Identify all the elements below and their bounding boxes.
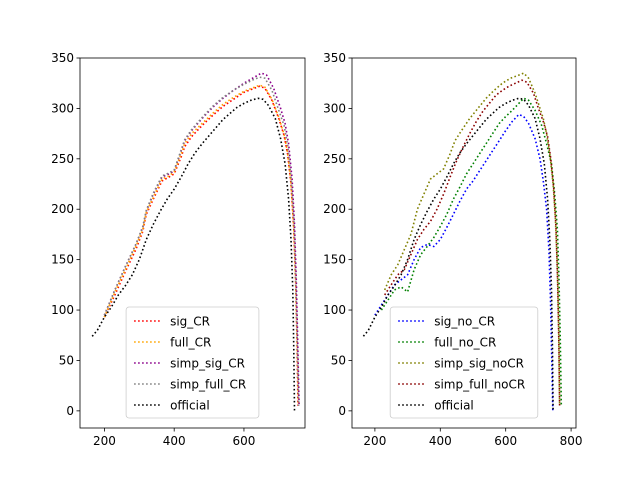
x-tick-label: 200 (93, 434, 116, 448)
legend-label-official: official (170, 399, 210, 413)
y-tick-label: 350 (323, 51, 346, 65)
y-tick-label: 150 (323, 253, 346, 267)
y-tick-label: 200 (323, 202, 346, 216)
y-tick-label: 50 (331, 353, 346, 367)
axes-frame (351, 57, 577, 429)
series-line-official (91, 97, 296, 411)
x-tick-label: 600 (233, 434, 256, 448)
y-tick-label: 100 (51, 303, 74, 317)
series-line-simp_sig_noCR (383, 72, 561, 406)
axes-frame (79, 57, 306, 429)
legend-box (389, 306, 539, 419)
series-line-sig_no_CR (374, 113, 554, 411)
x-tick-label: 400 (163, 434, 186, 448)
legend-label-official: official (434, 399, 474, 413)
x-tick-label: 600 (494, 434, 517, 448)
series-line-simp_full_noCR (384, 79, 561, 406)
y-tick-label: 250 (51, 152, 74, 166)
legend-label-simp_full_noCR: simp_full_noCR (434, 378, 525, 392)
legend-label-sig_CR: sig_CR (170, 315, 210, 329)
y-tick-label: 50 (59, 353, 74, 367)
legend-label-full_CR: full_CR (170, 336, 211, 350)
x-tick-label: 400 (429, 434, 452, 448)
legend: sig_no_CR full_no_CR simp_sig_noCR simp_ful… (389, 306, 539, 419)
legend-label-simp_sig_CR: simp_sig_CR (170, 357, 245, 371)
y-tick-label: 300 (323, 101, 346, 115)
series-line-full_no_CR (380, 97, 563, 406)
x-tick-label: 200 (363, 434, 386, 448)
series-line-official (362, 97, 554, 411)
y-tick-label: 200 (51, 202, 74, 216)
y-tick-label: 0 (338, 404, 346, 418)
left-axes: 200 400 600 0 50 100 150 200 250 300 350 sig_CRfull… (51, 51, 306, 448)
legend-box (125, 306, 260, 419)
right-axes: 200 400 600 800 0 50 100 150 200 250 300 350 sig_no_… (323, 51, 582, 448)
legend-label-simp_full_CR: simp_full_CR (170, 378, 246, 392)
legend-label-full_no_CR: full_no_CR (434, 336, 496, 350)
y-tick-label: 300 (51, 101, 74, 115)
legend: sig_CR full_CR simp_sig_CR simp_full_CRoffi… (125, 306, 260, 419)
y-tick-label: 150 (51, 253, 74, 267)
y-tick-label: 350 (51, 51, 74, 65)
y-tick-label: 100 (323, 303, 346, 317)
legend-label-sig_no_CR: sig_no_CR (434, 315, 495, 329)
legend-label-simp_sig_noCR: simp_sig_noCR (434, 357, 524, 371)
x-tick-label: 800 (560, 434, 583, 448)
y-tick-label: 0 (66, 404, 74, 418)
y-tick-label: 250 (323, 152, 346, 166)
